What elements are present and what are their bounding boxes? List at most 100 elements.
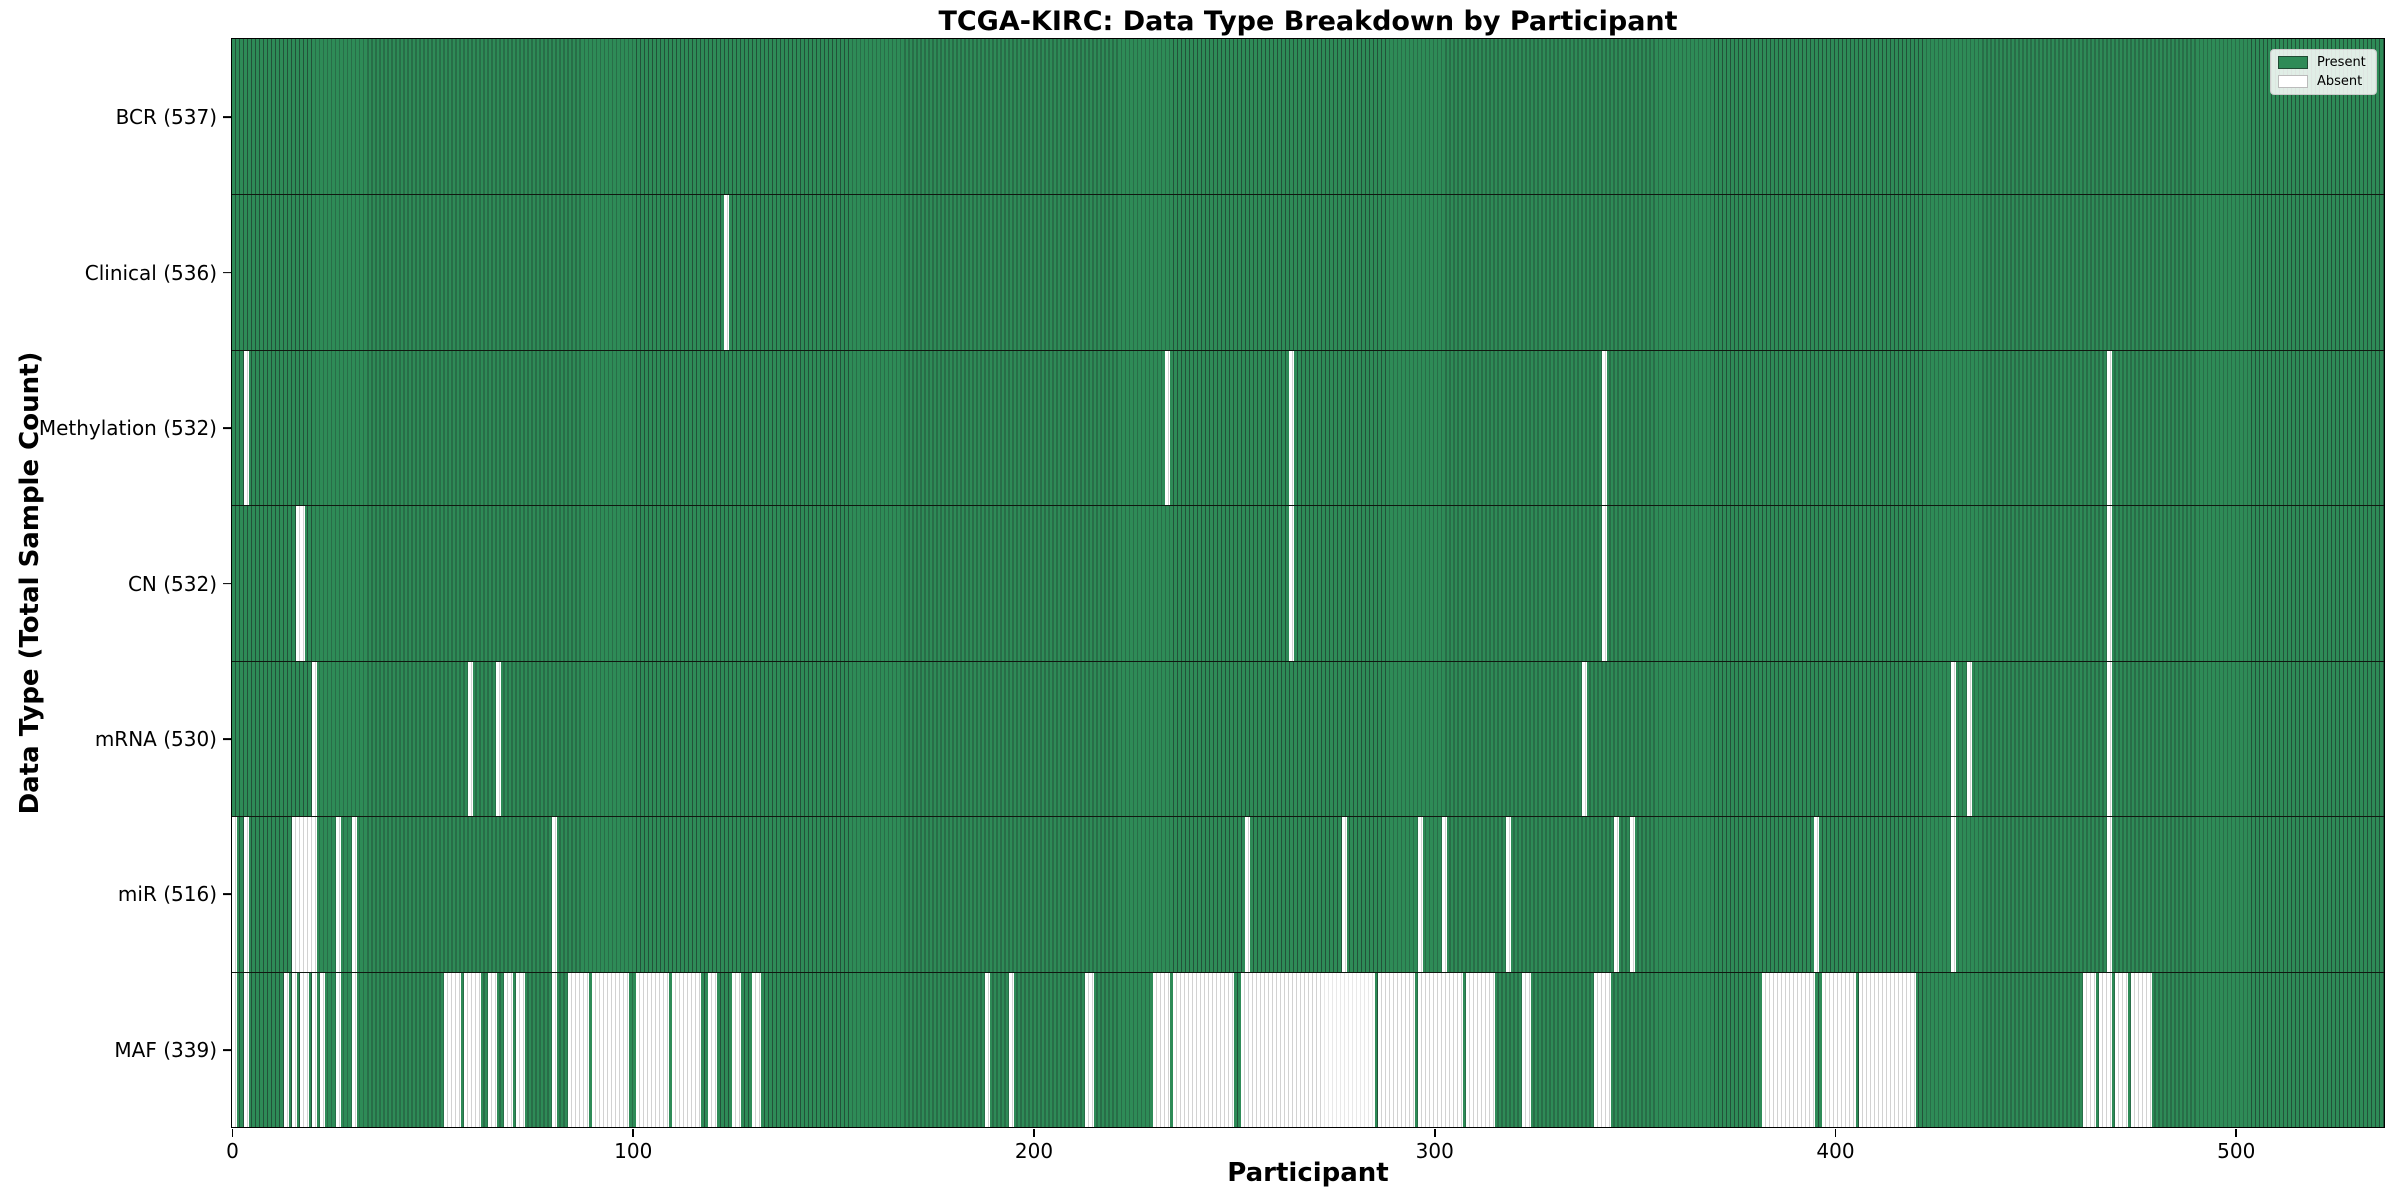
y-tick-label: mRNA (530)	[94, 726, 217, 751]
absent-stripe	[1417, 972, 1463, 1127]
legend-entry-present: Present	[2278, 55, 2369, 70]
absent-stripe	[1341, 817, 1347, 972]
absent-stripe	[1630, 817, 1636, 972]
legend: Present Absent	[2270, 49, 2377, 95]
absent-stripe	[1245, 817, 1251, 972]
absent-stripe	[232, 972, 237, 1127]
absent-stripe	[1173, 972, 1235, 1127]
absent-stripe	[335, 972, 341, 1127]
row-maf	[232, 971, 2384, 1127]
absent-stripe	[2131, 972, 2153, 1127]
legend-swatch-absent	[2278, 75, 2308, 88]
x-tick-mark	[1834, 1129, 1837, 1137]
y-tick-label: Methylation (532)	[38, 416, 217, 441]
absent-stripe	[1289, 350, 1295, 506]
absent-stripe	[1153, 972, 1171, 1127]
absent-stripe	[1602, 350, 1608, 506]
absent-stripe	[351, 817, 357, 972]
x-tick-mark	[1433, 1129, 1436, 1137]
absent-stripe	[568, 972, 590, 1127]
absent-stripe	[552, 972, 558, 1127]
absent-stripe	[1085, 972, 1095, 1127]
absent-stripe	[1966, 661, 1972, 817]
absent-stripe	[295, 506, 305, 661]
legend-label: Absent	[2317, 74, 2363, 89]
x-tick-label: 0	[226, 1139, 239, 1163]
y-tick-label: MAF (339)	[114, 1037, 217, 1062]
absent-stripe	[1594, 972, 1612, 1127]
legend-entry-absent: Absent	[2278, 74, 2369, 89]
absent-stripe	[443, 972, 461, 1127]
absent-stripe	[2082, 972, 2096, 1127]
absent-stripe	[2106, 661, 2112, 817]
absent-stripe	[1441, 817, 1447, 972]
y-tick-mark	[223, 271, 231, 274]
absent-stripe	[504, 972, 513, 1127]
absent-stripe	[1241, 972, 1375, 1127]
legend-swatch-present	[2278, 56, 2308, 69]
y-tick-mark	[223, 893, 231, 896]
absent-stripe	[1582, 661, 1587, 817]
y-tick-mark	[223, 1048, 231, 1051]
y-tick-label: Clinical (536)	[84, 260, 217, 285]
absent-stripe	[351, 972, 357, 1127]
absent-stripe	[1950, 817, 1956, 972]
absent-stripe	[2106, 350, 2112, 506]
absent-stripe	[311, 972, 317, 1127]
absent-stripe	[1614, 817, 1620, 972]
y-tick-label: CN (532)	[127, 571, 217, 596]
absent-stripe	[1377, 972, 1415, 1127]
legend-label: Present	[2317, 55, 2366, 70]
absent-stripe	[311, 661, 317, 817]
absent-stripe	[1289, 506, 1295, 661]
chart-title: TCGA-KIRC: Data Type Breakdown by Partic…	[938, 6, 1678, 37]
row-mir	[232, 816, 2384, 972]
plot-area	[231, 38, 2385, 1128]
row-clinical	[232, 194, 2384, 350]
absent-stripe	[243, 817, 249, 972]
absent-stripe	[243, 972, 249, 1127]
absent-stripe	[984, 972, 990, 1127]
x-tick-mark	[632, 1129, 635, 1137]
absent-stripe	[672, 972, 702, 1127]
x-tick-label: 200	[1014, 1139, 1054, 1163]
absent-stripe	[1465, 972, 1495, 1127]
absent-stripe	[319, 972, 325, 1127]
y-tick-label: miR (516)	[117, 882, 217, 907]
y-tick-mark	[223, 427, 231, 429]
absent-stripe	[463, 972, 481, 1127]
absent-stripe	[495, 661, 501, 817]
x-tick-label: 400	[1816, 1139, 1855, 1163]
absent-stripe	[291, 817, 317, 972]
x-tick-mark	[2235, 1129, 2238, 1137]
absent-stripe	[516, 972, 526, 1127]
absent-stripe	[1008, 972, 1014, 1127]
y-tick-label: BCR (537)	[115, 105, 217, 130]
absent-stripe	[708, 972, 718, 1127]
row-mrna	[232, 660, 2384, 817]
absent-stripe	[1505, 817, 1511, 972]
absent-stripe	[2106, 506, 2112, 661]
absent-stripe	[592, 972, 630, 1127]
absent-stripe	[732, 972, 742, 1127]
x-tick-mark	[1033, 1129, 1035, 1137]
absent-stripe	[1417, 817, 1423, 972]
absent-stripe	[752, 972, 762, 1127]
absent-stripe	[636, 972, 670, 1127]
absent-stripe	[243, 350, 249, 506]
absent-stripe	[552, 817, 558, 972]
x-tick-label: 500	[2217, 1139, 2256, 1163]
absent-stripe	[299, 972, 309, 1127]
absent-stripe	[1165, 350, 1171, 506]
y-tick-mark	[223, 738, 231, 740]
x-tick-mark	[231, 1129, 234, 1137]
absent-stripe	[1950, 661, 1956, 817]
absent-stripe	[467, 661, 473, 817]
absent-stripe	[335, 817, 341, 972]
absent-stripe	[1814, 817, 1820, 972]
absent-stripe	[2115, 972, 2129, 1127]
row-bcr	[232, 39, 2384, 195]
absent-stripe	[283, 972, 289, 1127]
absent-stripe	[1822, 972, 1856, 1127]
